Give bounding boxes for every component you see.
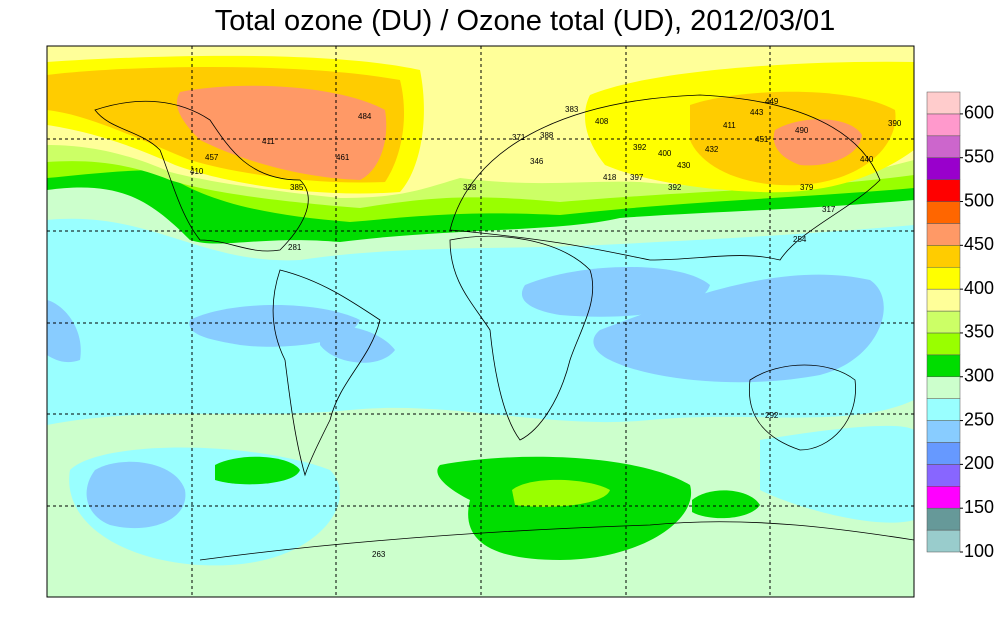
station-value: 484 — [358, 112, 372, 121]
station-value: 328 — [463, 183, 477, 192]
station-value: 371 — [512, 133, 526, 142]
station-value: 317 — [822, 205, 836, 214]
station-value: 432 — [705, 145, 719, 154]
station-value: 383 — [565, 105, 579, 114]
title: Total ozone (DU) / Ozone total (UD), 201… — [215, 5, 836, 37]
station-value: 390 — [888, 119, 902, 128]
colorbar-tick-label: 100 — [964, 541, 994, 561]
colorbar-tick-label: 500 — [964, 190, 994, 210]
colorbar: 100 150 200 250 300 350 400 450 500 550 600 — [926, 91, 994, 561]
colorbar-swatch — [926, 376, 961, 399]
colorbar-swatch — [926, 135, 961, 158]
station-value: 418 — [603, 173, 617, 182]
station-labels: 484 461 457 411 410 385 383 388 371 408 392 400 432 4… — [190, 97, 902, 559]
colorbar-swatch — [926, 310, 961, 334]
colorbar-swatch — [926, 398, 961, 421]
station-value: 254 — [793, 235, 807, 244]
colorbar-tick-label: 600 — [964, 103, 994, 123]
colorbar-swatch — [926, 157, 961, 180]
colorbar-tick-label: 400 — [964, 278, 994, 298]
station-value: 292 — [765, 411, 779, 420]
station-value: 443 — [750, 108, 764, 117]
station-value: 388 — [540, 131, 554, 140]
colorbar-swatch — [926, 464, 961, 487]
station-value: 397 — [630, 173, 644, 182]
colorbar-swatch — [926, 201, 961, 224]
station-value: 385 — [290, 183, 304, 192]
colorbar-tick-label: 450 — [964, 234, 994, 254]
station-value: 430 — [677, 161, 691, 170]
colorbar-tick-label: 300 — [964, 366, 994, 386]
colorbar-swatch — [926, 113, 961, 137]
colorbar-swatch — [926, 91, 961, 115]
colorbar-swatch — [926, 288, 961, 312]
station-value: 449 — [765, 97, 779, 106]
colorbar-tick-label: 550 — [964, 146, 994, 166]
station-value: 281 — [288, 243, 302, 252]
colorbar-tick-label: 250 — [964, 409, 994, 429]
colorbar-tick-label: 150 — [964, 497, 994, 517]
colorbar-swatch — [926, 266, 961, 290]
station-value: 346 — [530, 157, 544, 166]
colorbar-tick-label: 350 — [964, 322, 994, 342]
station-value: 490 — [795, 126, 809, 135]
colorbar-tick-label: 200 — [964, 453, 994, 473]
station-value: 392 — [668, 183, 682, 192]
station-value: 411 — [262, 137, 275, 146]
ozone-field — [47, 46, 914, 597]
colorbar-swatch — [926, 332, 961, 356]
colorbar-swatch — [926, 507, 961, 531]
station-value: 408 — [595, 117, 609, 126]
station-value: 400 — [658, 149, 672, 158]
colorbar-swatch — [926, 529, 961, 553]
station-value: 263 — [372, 550, 386, 559]
colorbar-swatch — [926, 442, 961, 465]
station-value: 461 — [336, 153, 350, 162]
station-value: 392 — [633, 143, 647, 152]
graticule — [47, 46, 914, 597]
station-value: 457 — [205, 153, 219, 162]
colorbar-swatch — [926, 354, 961, 378]
colorbar-swatch — [926, 420, 961, 443]
station-value: 379 — [800, 183, 814, 192]
colorbar-swatch — [926, 245, 961, 268]
station-value: 410 — [190, 167, 204, 176]
map-frame — [46, 45, 915, 598]
station-value: 451 — [755, 135, 769, 144]
colorbar-swatch — [926, 486, 961, 509]
colorbar-swatch — [926, 179, 961, 202]
station-value: 411 — [723, 121, 736, 130]
station-value: 440 — [860, 155, 874, 164]
colorbar-swatch — [926, 223, 961, 246]
